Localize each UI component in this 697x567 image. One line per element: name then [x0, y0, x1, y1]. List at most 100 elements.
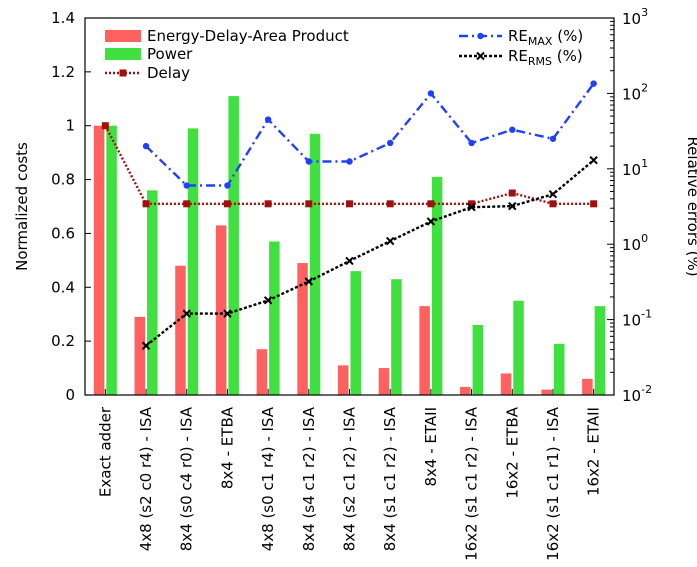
bar-power	[309, 133, 321, 396]
delay-point	[590, 200, 598, 208]
re-max-point	[590, 80, 597, 87]
y-left-tick-label: 0.2	[51, 332, 75, 350]
bar-power	[431, 176, 443, 395]
bar-power	[513, 300, 524, 395]
delay-point	[549, 200, 557, 208]
bar-edap	[256, 349, 268, 395]
y-left-tick-label: 1	[65, 117, 75, 135]
x-tick-label: Exact adder	[96, 406, 114, 497]
bar-power	[228, 96, 239, 395]
cross-stroke	[385, 236, 395, 246]
y-left-tick-label: 0.8	[51, 171, 75, 189]
re-rms-point	[426, 217, 436, 226]
bar-edap	[215, 225, 227, 395]
y-left-tick-label: 0.6	[51, 224, 75, 242]
re-rms-point	[263, 296, 273, 305]
re-rms-point	[345, 256, 354, 266]
bar-power	[594, 306, 606, 395]
re-rms-point	[304, 277, 314, 286]
tick-base: 10	[622, 10, 641, 28]
y-right-tick-label: 100	[622, 232, 648, 254]
cross-stroke	[223, 309, 232, 318]
tick-base: 10	[622, 236, 641, 254]
cross-stroke	[467, 202, 476, 212]
cross-stroke	[304, 277, 314, 286]
re-max-point	[549, 135, 557, 142]
y-right-tick-label: 102	[622, 81, 648, 103]
cross-stroke	[589, 156, 598, 165]
legend-label-tail: (%)	[552, 27, 583, 45]
bars-layer	[93, 96, 606, 396]
bar-power	[106, 125, 117, 395]
re-max-point	[509, 126, 516, 133]
re-max-point	[346, 158, 353, 165]
re-max-point	[386, 139, 394, 147]
re-rms-point	[589, 156, 598, 165]
legend-label-tail: (%)	[552, 47, 583, 65]
bar-edap	[419, 306, 430, 395]
bar-power	[391, 279, 402, 395]
cross-stroke	[263, 296, 273, 305]
legend-label-sub: RMS	[528, 55, 552, 68]
bar-power	[472, 324, 484, 395]
re-max-point	[468, 139, 475, 147]
cross-stroke	[548, 190, 558, 199]
legend-swatch-edap	[105, 30, 141, 42]
delay-point	[223, 200, 231, 208]
legend-marker-delay	[119, 69, 127, 77]
x-tick-label: 8x4 (s0 c4 r0) - ISA	[178, 406, 196, 551]
x-tick-label: 4x8 (s0 c1 r4) - ISA	[259, 406, 277, 551]
re-rms-point	[385, 236, 395, 246]
x-tick-label: 8x4 (s1 c1 r2) - ISA	[381, 406, 399, 551]
legend-label-re-rms: RERMS (%)	[508, 47, 583, 68]
re-rms-point	[223, 309, 232, 318]
y-left-tick-label: 0.4	[51, 278, 75, 296]
x-tick-label: 8x4 (s2 c1 r2) - ISA	[341, 406, 359, 551]
re-rms-point	[508, 201, 517, 211]
y-right-tick-label: 10-1	[622, 308, 652, 330]
axes-layer: 00.20.40.60.811.21.410-210-1100101102103…	[51, 6, 652, 561]
re-max-point	[305, 158, 313, 165]
tick-exponent: 3	[641, 6, 648, 19]
delay-point	[264, 200, 272, 208]
bar-power	[147, 190, 158, 395]
delay-line	[104, 125, 594, 205]
cross-stroke	[141, 341, 151, 350]
legend-label-delay: Delay	[147, 64, 190, 82]
legend-marker-re-rms	[476, 51, 485, 61]
y-right-tick-label: 101	[622, 157, 648, 179]
tick-exponent: 2	[641, 81, 648, 94]
legend-swatch-power	[105, 48, 141, 60]
bar-edap	[338, 365, 349, 395]
bar-edap	[175, 265, 186, 395]
y-left-tick-label: 1.2	[51, 63, 75, 81]
tick-base: 10	[622, 387, 641, 405]
legend-label-main: RE	[508, 27, 528, 45]
x-tick-label: 8x4 - ETAII	[422, 407, 440, 487]
legend-label-main: RE	[508, 47, 528, 65]
y-left-tick-label: 1.4	[51, 9, 75, 27]
x-tick-label: 4x8 (s2 c0 r4) - ISA	[137, 406, 155, 551]
bar-edap	[460, 386, 471, 395]
cross-stroke	[182, 309, 191, 318]
tick-base: 10	[622, 161, 641, 179]
re-max-point	[264, 116, 272, 123]
re-rms-point	[182, 309, 191, 318]
delay-point	[183, 200, 191, 208]
bar-edap	[541, 389, 552, 395]
tick-exponent: -2	[641, 383, 652, 396]
bar-edap	[582, 378, 593, 395]
re-max-point	[142, 142, 150, 150]
cross-stroke	[508, 201, 517, 211]
delay-point	[305, 200, 313, 208]
x-tick-label: 8x4 (s4 c1 r2) - ISA	[300, 406, 318, 551]
y-right-tick-label: 103	[622, 6, 648, 28]
legend-label-power: Power	[147, 45, 193, 63]
re-rms-point	[548, 190, 558, 199]
x-tick-label: 16x2 - ETAII	[585, 407, 603, 496]
delay-point	[468, 200, 476, 208]
delay-point	[386, 200, 394, 208]
delay-point	[101, 122, 109, 130]
y-right-tick-label: 10-2	[622, 383, 652, 405]
